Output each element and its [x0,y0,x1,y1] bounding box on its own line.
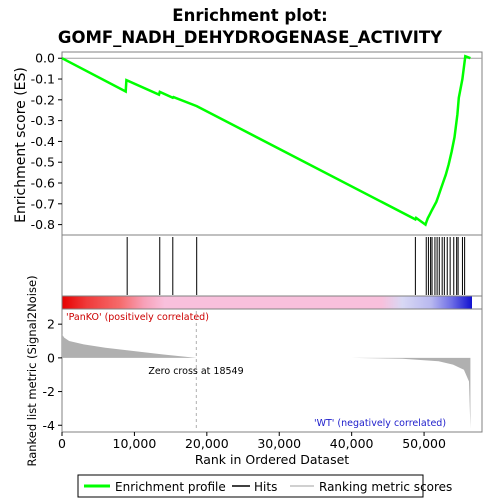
metric-y-tick-label: -2 [43,384,55,399]
legend-label-enrichment: Enrichment profile [115,480,226,494]
x-tick-label: 20,000 [185,436,229,451]
ranking-metric-area [62,334,471,429]
x-tick-label: 30,000 [257,436,301,451]
es-y-tick-label: -0.5 [31,155,55,170]
es-y-tick-label: -0.1 [31,72,55,87]
hits-panel [61,234,483,297]
metric-y-tick-label: -4 [43,418,56,433]
metric-frame [61,308,483,433]
title-line-1: Enrichment plot: [172,6,327,25]
hits-frame [61,234,483,297]
positive-label: 'PanKO' (positively correlated) [66,312,209,323]
colorbar-gradient [62,296,472,309]
es-y-tick-label: -0.8 [31,217,55,232]
es-y-tick-label: -0.7 [31,196,55,211]
legend-label-hits: Hits [254,480,277,494]
x-axis-label: Rank in Ordered Dataset [195,452,349,467]
legend-box [77,474,424,498]
es-y-tick-label: -0.4 [31,134,55,149]
metric-panel: 2 0 -2 -4 'PanKO' (positively correlated) '… [25,275,483,467]
es-panel: 0.0 -0.1 -0.2 -0.3 -0.4 -0.5 -0.6 -0.7 -0.8 Enri… [13,51,483,236]
metric-y-tick-label: 2 [47,317,55,332]
rank-colorbar [61,295,483,310]
x-tick-label: 40,000 [330,436,374,451]
es-y-tick-label: -0.3 [31,113,55,128]
es-y-label: Enrichment score (ES) [13,67,29,223]
es-y-tick-label: -0.2 [31,92,55,107]
x-ticks: 0 10,000 20,000 30,000 40,000 50,000 [58,432,446,451]
metric-y-tick-label: 0 [47,350,55,365]
hit-lines [126,237,466,295]
x-tick-label: 50,000 [402,436,446,451]
metric-y-label: Ranked list metric (Signal2Noise) [25,275,39,466]
es-y-tick-label: 0.0 [35,51,55,66]
metric-y-ticks: 2 0 -2 -4 [43,317,62,433]
es-y-tick-label: -0.6 [31,176,55,191]
legend: Enrichment profile Hits Ranking metric s… [77,474,452,498]
title-line-2: GOMF_NADH_DEHYDROGENASE_ACTIVITY [58,28,443,47]
legend-label-metric: Ranking metric scores [319,480,452,494]
es-plot-frame [61,51,483,236]
x-tick-label: 0 [58,436,66,451]
es-y-ticks: 0.0 -0.1 -0.2 -0.3 -0.4 -0.5 -0.6 -0.7 -0.8 [31,51,62,232]
negative-label: 'WT' (negatively correlated) [314,418,446,429]
enrichment-profile-line [61,54,471,227]
zero-cross-label: Zero cross at 18549 [148,366,243,377]
x-tick-label: 10,000 [113,436,157,451]
